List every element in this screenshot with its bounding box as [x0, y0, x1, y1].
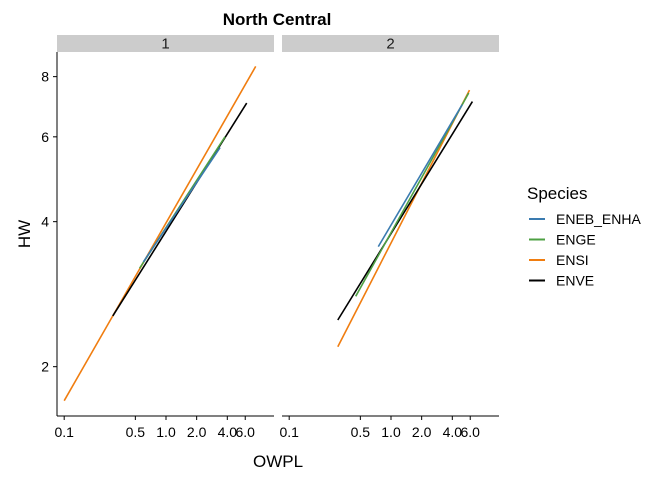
- x-tick-label: 6.0: [460, 424, 480, 440]
- x-axis-title: OWPL: [253, 452, 303, 471]
- series-line-enve: [112, 102, 248, 317]
- x-tick-label: 0.5: [351, 424, 371, 440]
- chart-title: North Central: [223, 10, 332, 29]
- x-tick-label: 2.0: [187, 424, 207, 440]
- series-line-eneb-enha: [377, 104, 463, 248]
- x-tick-label: 0.5: [126, 424, 146, 440]
- x-tick-label: 1.0: [381, 424, 401, 440]
- series-line-ensi: [63, 66, 257, 402]
- y-axis-title: HW: [15, 220, 34, 248]
- facet-panel-2: 2 0.1 0.5 1.0 2.0 4.06.0: [279, 35, 499, 440]
- x-tick-label: 0.1: [54, 424, 74, 440]
- x-tick-label: 4.0: [218, 424, 238, 440]
- legend-items: ENEB_ENHA ENGE ENSI ENVE: [529, 211, 641, 289]
- x-tick-label: 0.1: [279, 424, 299, 440]
- facet-strip-2: [282, 35, 499, 52]
- series-line-eneb-enha: [142, 147, 221, 263]
- series-line-enve: [337, 101, 474, 321]
- legend-item: ENSI: [529, 252, 589, 268]
- facet-strip-label: 2: [386, 36, 394, 53]
- legend-item: ENGE: [529, 232, 596, 248]
- y-tick-label: 8: [41, 69, 49, 85]
- legend-label: ENVE: [556, 273, 594, 289]
- legend-item: ENEB_ENHA: [529, 211, 641, 227]
- y-tick-label: 4: [41, 214, 49, 230]
- x-tick-label: 6.0: [235, 424, 255, 440]
- legend-item: ENVE: [529, 273, 594, 289]
- legend-label: ENGE: [556, 232, 596, 248]
- legend-label: ENSI: [556, 252, 589, 268]
- facet-panel-1: 1 0.1 0.5 1.0 2.0 4.06.0 2 4 6 8: [41, 35, 274, 440]
- facet-strip-1: [57, 35, 274, 52]
- x-tick-label: 4.0: [443, 424, 463, 440]
- legend: Species ENEB_ENHA ENGE ENSI ENVE: [527, 184, 641, 289]
- y-tick-label: 6: [41, 129, 49, 145]
- series-line-ensi: [337, 89, 471, 348]
- y-tick-label: 2: [41, 359, 49, 375]
- legend-label: ENEB_ENHA: [556, 211, 641, 227]
- x-tick-label: 2.0: [412, 424, 432, 440]
- facet-strip-label: 1: [161, 36, 169, 53]
- x-tick-label: 1.0: [156, 424, 176, 440]
- legend-title: Species: [527, 184, 587, 203]
